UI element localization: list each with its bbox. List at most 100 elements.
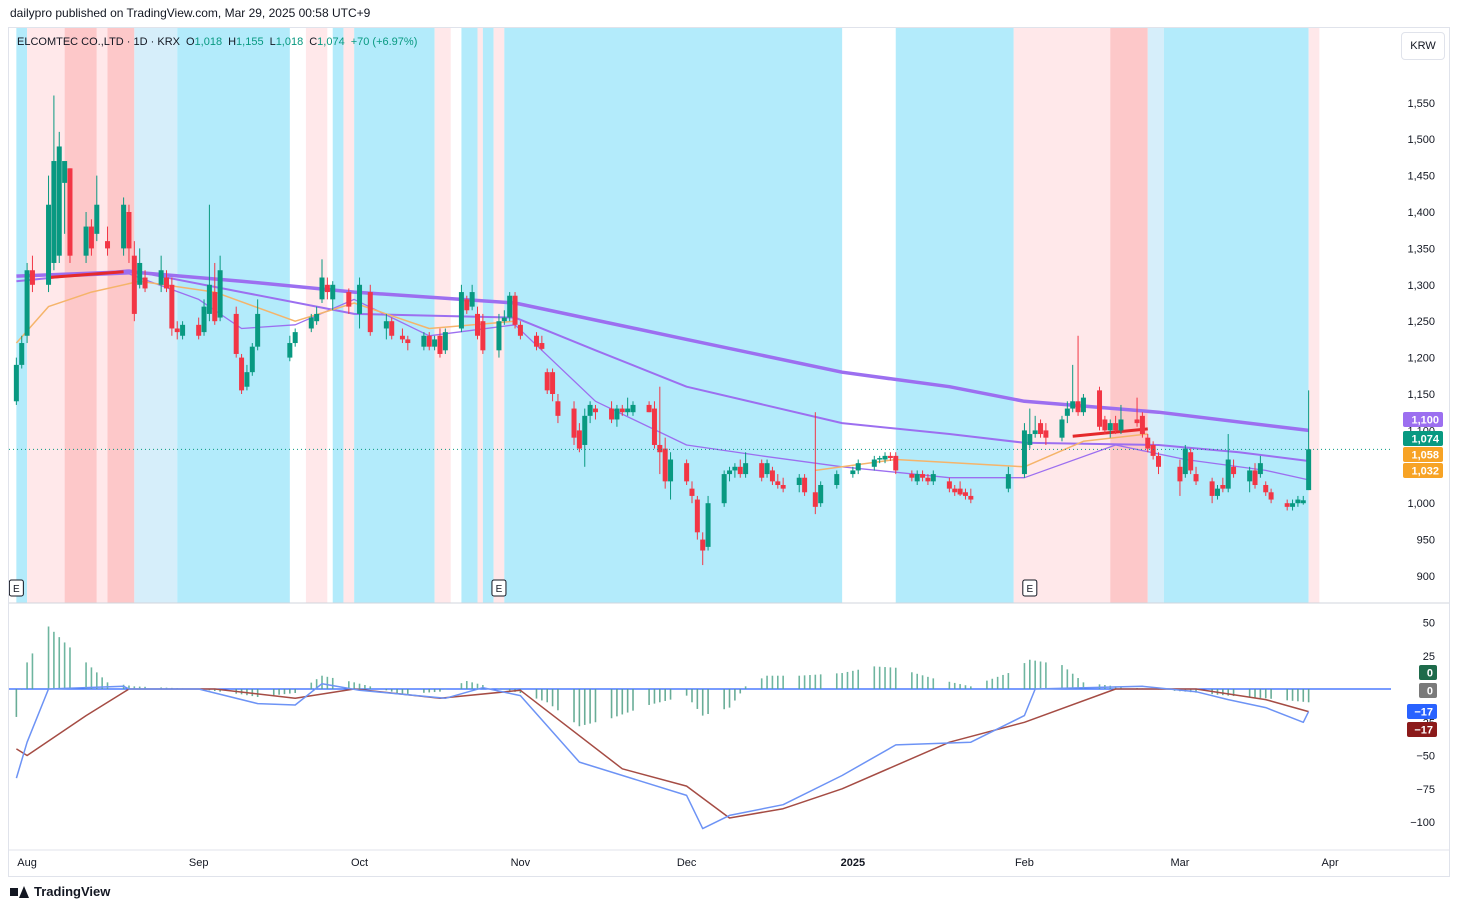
candle	[796, 474, 802, 493]
time-tick-label: Dec	[677, 857, 697, 869]
candle	[871, 455, 877, 471]
candle	[475, 306, 481, 340]
candle	[689, 481, 695, 504]
candle	[62, 161, 68, 234]
candle-body	[533, 335, 539, 347]
footer-brand[interactable]: TradingView	[10, 884, 110, 899]
earnings-marker-label: E	[1026, 584, 1033, 595]
chart-canvas[interactable]: 9009501,0001,0501,1001,1501,2001,2501,30…	[9, 28, 1449, 876]
legend-close: C1,074	[309, 36, 345, 48]
legend-change: +70 (+6.97%)	[350, 36, 418, 48]
candle-body	[244, 372, 250, 387]
candle-body	[389, 321, 395, 336]
candle	[1300, 495, 1306, 505]
candle	[1134, 397, 1140, 427]
candle-body	[732, 466, 738, 471]
candle	[1177, 459, 1183, 496]
candle	[780, 477, 786, 493]
candle-body	[24, 270, 30, 336]
candle	[217, 255, 223, 322]
candle	[1225, 434, 1231, 493]
candle	[802, 474, 808, 496]
price-label-text: 1,074	[1411, 434, 1439, 446]
legend-high: H1,155	[228, 36, 264, 48]
candle-body	[357, 284, 363, 314]
macd-tick-label: 50	[1423, 618, 1435, 630]
macd-label-text: 0	[1427, 686, 1433, 698]
candle	[442, 328, 448, 354]
background-band	[332, 28, 344, 603]
candle	[1295, 495, 1301, 507]
candle	[464, 295, 470, 314]
candle-body	[550, 372, 556, 394]
candle-body	[1145, 437, 1151, 449]
candle-body	[775, 481, 781, 485]
candle-body	[657, 444, 663, 453]
candle	[946, 477, 952, 493]
candle-body	[769, 470, 775, 482]
candle	[1231, 459, 1237, 478]
candle	[737, 459, 743, 478]
price-tick-label: 1,250	[1407, 316, 1435, 328]
time-tick-label: Aug	[17, 857, 37, 869]
candle-body	[818, 485, 824, 504]
candle-body	[475, 313, 481, 336]
candle	[330, 281, 336, 311]
background-band	[107, 28, 135, 603]
candle	[324, 277, 330, 300]
background-band	[343, 28, 355, 603]
candle-body	[1059, 419, 1065, 438]
price-tick-label: 1,500	[1407, 134, 1435, 146]
candle-body	[142, 277, 148, 289]
candle	[582, 408, 588, 467]
candle-body	[592, 408, 598, 413]
candle-body	[946, 481, 952, 489]
earnings-marker-box	[1022, 579, 1038, 597]
macd-tick-label: −100	[1410, 817, 1435, 829]
candle	[684, 459, 690, 485]
candle	[244, 364, 250, 391]
candle	[1005, 466, 1011, 493]
macd-line	[15, 682, 1310, 830]
price-label-text: 1,058	[1411, 450, 1439, 462]
candle	[164, 270, 170, 293]
candle	[292, 328, 298, 347]
candle	[121, 197, 127, 256]
candle	[920, 470, 926, 482]
candle-body	[88, 226, 94, 249]
candle-body	[1225, 459, 1231, 489]
moving-average-line	[16, 269, 1309, 433]
candle	[1102, 415, 1108, 435]
candle-body	[131, 255, 137, 314]
candle-body	[1027, 434, 1033, 445]
candle-body	[1290, 503, 1296, 507]
price-tick-label: 1,150	[1407, 389, 1435, 401]
candle	[1107, 419, 1113, 438]
candle-body	[850, 470, 856, 475]
candle-body	[212, 292, 218, 322]
candle-body	[700, 539, 706, 551]
candle	[1220, 477, 1226, 493]
candle	[1290, 499, 1296, 511]
candle	[126, 204, 132, 263]
candle	[555, 394, 561, 424]
currency-button[interactable]: KRW	[1401, 32, 1445, 60]
background-band	[504, 28, 843, 603]
candle	[512, 292, 518, 329]
candle-body	[1182, 448, 1188, 475]
candle-body	[174, 328, 180, 333]
candle-body	[196, 324, 202, 336]
candle	[1075, 335, 1081, 416]
candle	[19, 335, 25, 369]
candle-body	[1021, 430, 1027, 475]
candle	[544, 368, 550, 394]
candle	[657, 386, 663, 475]
candle-body	[442, 332, 448, 351]
candle-body	[346, 292, 352, 307]
candle	[1306, 390, 1312, 491]
candle-body	[255, 313, 261, 347]
candle	[855, 459, 861, 475]
earnings-marker: E	[491, 579, 507, 597]
candle	[255, 299, 261, 351]
candle	[501, 310, 507, 325]
